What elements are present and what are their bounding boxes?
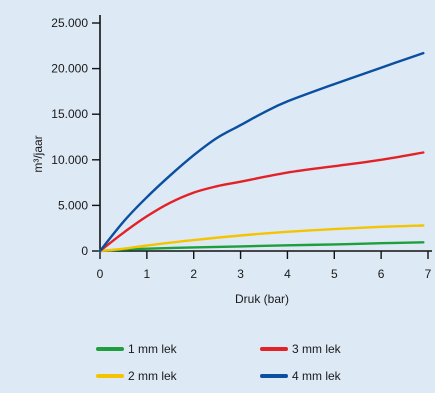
series-line-3-mm-lek (98, 151, 425, 253)
x-tick-label: 4 (284, 267, 291, 281)
x-tick-label: 2 (190, 267, 197, 281)
x-tick-label: 3 (237, 267, 244, 281)
y-tick-label: 25.000 (51, 16, 88, 30)
legend-label: 3 mm lek (292, 342, 342, 356)
axes: 0 5.000 10.000 15.000 20.000 25.000 0 1 2 3 4 5 6 7 (51, 15, 432, 281)
x-tick-label: 5 (331, 267, 338, 281)
y-tick-label: 10.000 (51, 153, 88, 167)
series-line-2-mm-lek (98, 224, 425, 253)
x-tick-label: 1 (144, 267, 151, 281)
legend-label: 2 mm lek (128, 369, 178, 383)
series-line-4-mm-lek (98, 51, 425, 253)
y-axis-label: m³/jaar (31, 135, 45, 172)
series-line-1-mm-lek (98, 241, 425, 253)
y-tick-label: 5.000 (58, 198, 88, 212)
x-axis-label: Druk (bar) (235, 292, 289, 306)
legend: 1 mm lek 3 mm lek 2 mm lek 4 mm lek (96, 342, 342, 383)
y-tick-label: 20.000 (51, 62, 88, 76)
legend-label: 1 mm lek (128, 342, 178, 356)
legend-label: 4 mm lek (292, 369, 342, 383)
x-tick-label: 0 (97, 267, 104, 281)
x-tick-label: 7 (425, 267, 432, 281)
y-tick-label: 0 (81, 244, 88, 258)
x-tick-label: 6 (378, 267, 385, 281)
y-tick-label: 15.000 (51, 107, 88, 121)
series-layer (98, 51, 425, 253)
y-axis-label-group: m³/jaar (31, 135, 45, 172)
